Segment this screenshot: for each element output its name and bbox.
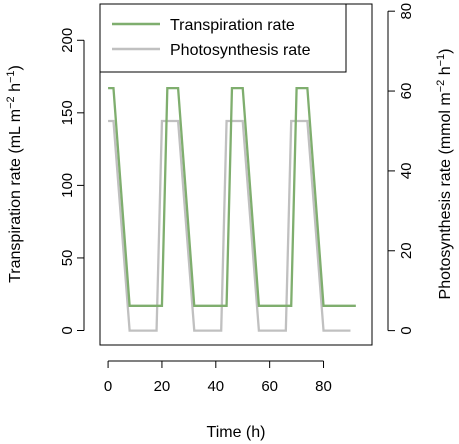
series-line-photosynthesis xyxy=(108,119,351,332)
legend-label-photosynthesis: Photosynthesis rate xyxy=(170,42,311,59)
y-right-tick-label-80: 80 xyxy=(398,3,415,20)
x-tick-label-80: 80 xyxy=(315,378,332,395)
y-left-tick-label-200: 200 xyxy=(59,28,76,53)
y-right-tick-label-20: 20 xyxy=(398,242,415,259)
x-axis: 0 20 40 60 80 xyxy=(104,360,332,395)
y-axis-right-title: Photosynthesis rate (mmol m−2 h−1) xyxy=(435,49,454,300)
legend-label-transpiration: Transpiration rate xyxy=(170,17,295,34)
y-right-tick-label-0: 0 xyxy=(398,326,415,334)
x-tick-label-60: 60 xyxy=(261,378,278,395)
y-left-tick-label-50: 50 xyxy=(59,250,76,267)
y-left-tick-label-0: 0 xyxy=(59,326,76,334)
y-axis-left-title: Transpiration rate (mL m−2 h−1) xyxy=(5,65,24,283)
y-axis-right: 0 20 40 60 80 xyxy=(387,3,415,335)
series-layer xyxy=(108,87,356,332)
y-right-tick-label-60: 60 xyxy=(398,83,415,100)
x-tick-label-40: 40 xyxy=(207,378,224,395)
y-axis-left: 0 50 100 150 200 xyxy=(59,28,85,335)
y-right-tick-label-40: 40 xyxy=(398,163,415,180)
y-left-tick-label-100: 100 xyxy=(59,173,76,198)
legend-box xyxy=(99,3,347,73)
x-tick-label-20: 20 xyxy=(154,378,171,395)
y-left-tick-label-150: 150 xyxy=(59,100,76,125)
series-line-transpiration xyxy=(108,87,356,307)
legend: Transpiration rate Photosynthesis rate xyxy=(99,3,347,73)
x-tick-label-0: 0 xyxy=(104,378,112,395)
x-axis-title: Time (h) xyxy=(207,424,266,441)
